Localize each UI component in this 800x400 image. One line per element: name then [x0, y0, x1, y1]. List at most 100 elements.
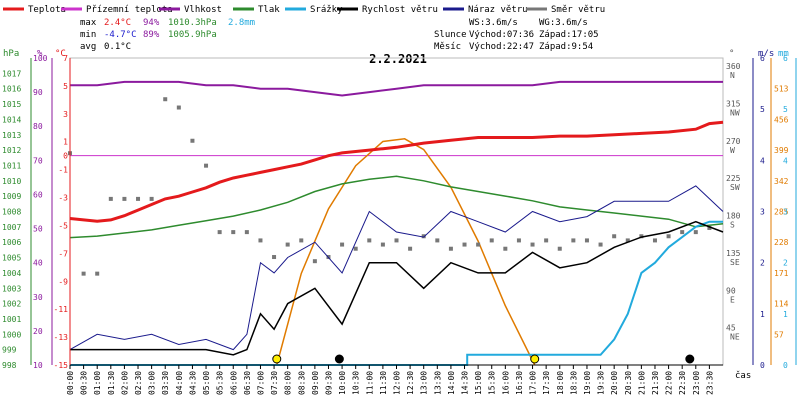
- legend-label: Srážky: [310, 5, 343, 15]
- x-tick-label: 08:00: [284, 371, 293, 395]
- direction-axis-unit: °: [729, 49, 734, 59]
- wind-direction-point: [680, 230, 685, 235]
- hpa-tick-label: 1000: [2, 330, 21, 339]
- wind-direction-point: [639, 234, 644, 239]
- mm-tick-label: 6: [783, 54, 788, 63]
- direction-compass-label: SW: [730, 183, 740, 192]
- x-tick-label: 18:00: [556, 371, 565, 395]
- hpa-tick-label: 1013: [2, 131, 21, 140]
- wind-direction-point: [571, 238, 576, 243]
- wind-direction-point: [108, 196, 113, 201]
- x-tick-label: 06:00: [229, 371, 238, 395]
- direction-compass-label: E: [730, 295, 735, 304]
- hpa-tick-label: 1014: [2, 115, 21, 124]
- x-tick-label: 09:00: [311, 371, 320, 395]
- direction-tick-label: 270: [726, 137, 741, 146]
- wind-direction-point: [285, 242, 290, 247]
- radiation-tick-label: 342: [774, 177, 789, 186]
- x-axis-unit: čas: [735, 370, 751, 381]
- direction-tick-label: 180: [726, 212, 741, 221]
- hpa-tick-label: 1009: [2, 192, 21, 201]
- mm-tick-label: 3: [783, 208, 788, 217]
- x-tick-label: 01:30: [107, 371, 116, 395]
- wind-direction-point: [122, 196, 127, 201]
- celsius-tick-label: -13: [54, 333, 69, 342]
- direction-compass-label: SE: [730, 258, 740, 267]
- x-tick-label: 00:00: [66, 371, 75, 395]
- hpa-tick-label: 1006: [2, 238, 21, 247]
- wind-direction-point: [421, 234, 426, 239]
- moonset-marker: [334, 354, 344, 364]
- mm-axis-unit: mm: [778, 49, 789, 59]
- chart-title: 2.2.2021: [369, 52, 427, 66]
- mm-tick-label: 2: [783, 259, 788, 268]
- x-tick-label: 05:00: [202, 371, 211, 395]
- celsius-tick-label: -15: [54, 361, 69, 370]
- x-tick-label: 04:00: [175, 371, 184, 395]
- direction-tick-label: 45: [726, 324, 736, 333]
- x-tick-label: 02:30: [134, 371, 143, 395]
- wind-direction-point: [557, 246, 562, 251]
- wind-direction-point: [584, 238, 589, 243]
- x-tick-label: 21:30: [651, 371, 660, 395]
- wind-direction-point: [272, 255, 277, 260]
- stats-min-label: min: [80, 30, 96, 40]
- wind-direction-point: [693, 230, 698, 235]
- wind-direction-point: [95, 271, 100, 276]
- percent-tick-label: 70: [33, 156, 43, 165]
- direction-tick-label: 360: [726, 62, 741, 71]
- ms-tick-label: 6: [760, 54, 765, 63]
- wind-direction-point: [394, 238, 399, 243]
- percent-tick-label: 50: [33, 225, 43, 234]
- x-tick-label: 15:30: [488, 371, 497, 395]
- wind-direction-point: [353, 246, 358, 251]
- wind-direction-point: [652, 238, 657, 243]
- radiation-tick-label: 285: [774, 208, 789, 217]
- plot-area: [68, 57, 724, 366]
- stats-min-hum: 89%: [143, 30, 160, 40]
- stats-avg-temp: 0.1°C: [104, 42, 131, 52]
- x-tick-label: 15:00: [474, 371, 483, 395]
- percent-tick-label: 30: [33, 293, 43, 302]
- hpa-tick-label: 1004: [2, 269, 21, 278]
- x-tick-label: 14:30: [461, 371, 470, 395]
- rain-line: [70, 220, 723, 366]
- pressure-line: [69, 175, 724, 239]
- x-tick-label: 03:30: [161, 371, 170, 395]
- wind-direction-point: [231, 230, 236, 235]
- direction-tick-label: 90: [726, 286, 736, 295]
- celsius-tick-label: -1: [58, 166, 68, 175]
- x-tick-label: 13:00: [420, 371, 429, 395]
- percent-tick-label: 60: [33, 190, 43, 199]
- humidity-line: [70, 80, 723, 97]
- stats-block: max 2.4°C 94% 1010.3hPa 2.8mm min -4.7°C…: [80, 18, 255, 52]
- hpa-tick-label: 999: [2, 346, 17, 355]
- x-tick-label: 07:30: [270, 371, 279, 395]
- moon-rise: Východ:22:47: [469, 42, 534, 52]
- legend-label: Přízemní teplota: [86, 5, 173, 15]
- x-tick-label: 09:30: [324, 371, 333, 395]
- hpa-tick-label: 1007: [2, 223, 21, 232]
- ms-tick-label: 4: [760, 156, 765, 165]
- celsius-tick-label: -3: [58, 194, 68, 203]
- ms-tick-label: 2: [760, 259, 765, 268]
- wind-direction-point: [149, 196, 154, 201]
- radiation-tick-label: 456: [774, 115, 789, 124]
- legend-label: Tlak: [258, 5, 280, 15]
- ms-tick-label: 0: [760, 361, 765, 370]
- x-tick-label: 10:00: [338, 371, 347, 395]
- radiation-tick-label: 228: [774, 238, 789, 247]
- direction-tick-label: 135: [726, 249, 741, 258]
- stats-min-press: 1005.9hPa: [168, 30, 217, 40]
- wind-speed-line: [70, 220, 724, 356]
- stats-max-label: max: [80, 18, 97, 28]
- celsius-tick-label: -11: [54, 305, 69, 314]
- celsius-tick-label: 7: [63, 54, 68, 63]
- x-tick-label: 11:00: [365, 371, 374, 395]
- wind-direction-point: [299, 238, 304, 243]
- ms-axis-unit: m/s: [758, 49, 774, 59]
- x-tick-label: 22:00: [665, 371, 674, 395]
- mm-tick-label: 5: [783, 105, 788, 114]
- x-tick-label: 02:00: [120, 371, 129, 395]
